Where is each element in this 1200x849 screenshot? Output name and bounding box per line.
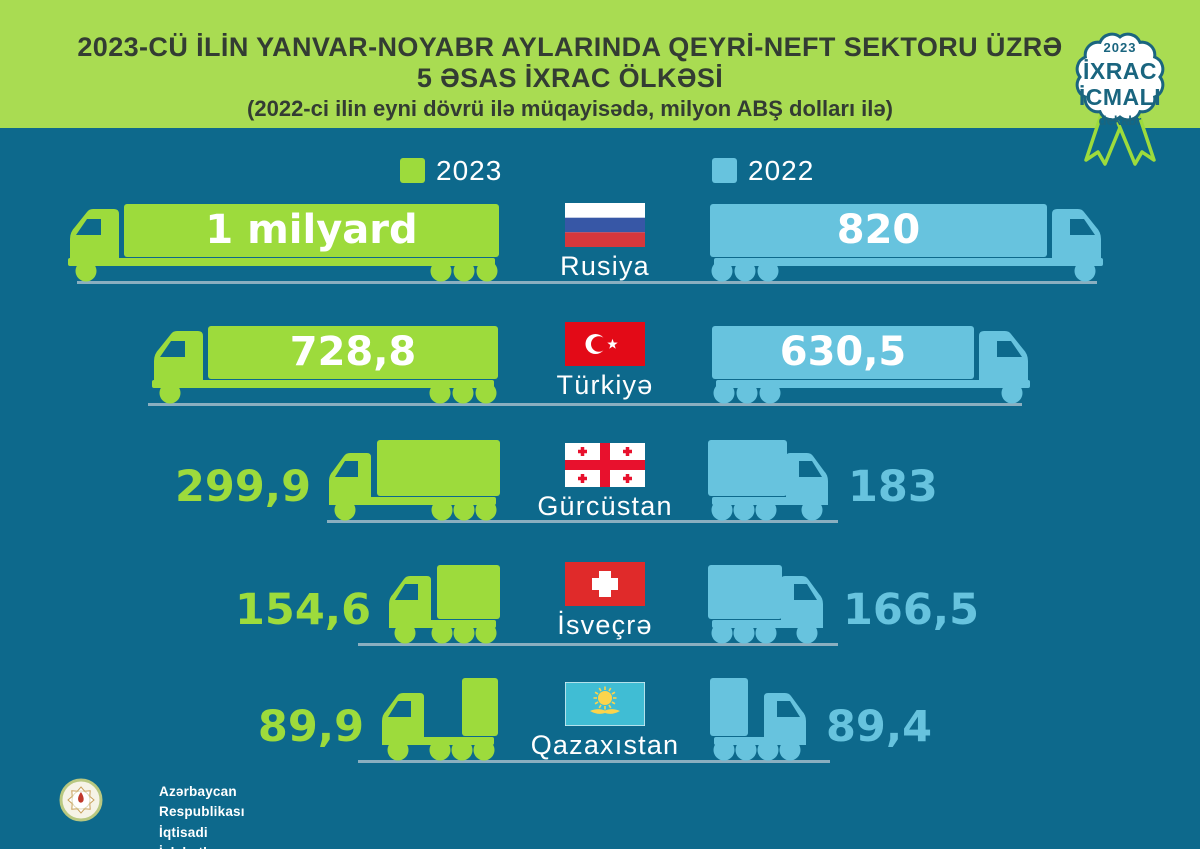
header-banner: 2023-CÜ İLİN YANVAR-NOYABR AYLARINDA QEY… xyxy=(0,0,1200,128)
badge-line1: İXRAC xyxy=(1082,58,1158,84)
organization-name: Azərbaycan Respublikası İqtisadi İslahat… xyxy=(159,782,265,849)
badge-line2: İCMALI xyxy=(1078,84,1162,110)
country-label: Rusiya xyxy=(560,251,650,281)
truck-2022-icon xyxy=(708,555,827,652)
badge-seal-icon xyxy=(1075,32,1165,166)
truck-2022-icon xyxy=(712,315,1034,412)
value-2022: 166,5 xyxy=(843,585,980,635)
legend-label-2022: 2022 xyxy=(748,155,815,186)
flag-ch-icon xyxy=(565,562,645,606)
truck-2022-icon xyxy=(710,672,810,769)
value-2022: 89,4 xyxy=(826,702,933,752)
truck-2023-icon xyxy=(325,432,500,529)
truck-2023-icon xyxy=(64,193,499,290)
badge-year: 2023 xyxy=(1103,40,1137,55)
ground-line xyxy=(77,281,1097,284)
country-label: Türkiyə xyxy=(556,370,654,400)
value-2023: 728,8 xyxy=(289,329,417,375)
page-title: 2023-CÜ İLİN YANVAR-NOYABR AYLARINDA QEY… xyxy=(77,32,1063,62)
country-label: Qazaxıstan xyxy=(530,730,680,760)
legend-swatch-2022 xyxy=(712,158,737,183)
badge-text: 2023 İXRAC İCMALI dekabr xyxy=(1040,41,1200,127)
page-subtitle: 5 ƏSAS İXRAC ÖLKƏSİ xyxy=(416,63,724,93)
organization-line1: Azərbaycan Respublikası İqtisadi İslahat… xyxy=(159,784,245,849)
flag-ge-icon xyxy=(565,443,645,487)
value-2023: 89,9 xyxy=(257,702,364,752)
value-2023: 154,6 xyxy=(234,585,371,635)
legend-swatch-2023 xyxy=(400,158,425,183)
badge-month: dekabr xyxy=(1098,113,1142,128)
flag-kz-icon xyxy=(564,681,646,727)
truck-2022-icon xyxy=(710,193,1107,290)
value-2022: 630,5 xyxy=(779,329,907,375)
country-label: İsveçrə xyxy=(557,610,653,640)
ground-line xyxy=(148,403,1022,406)
flag-tr-icon xyxy=(565,322,645,366)
value-2023: 299,9 xyxy=(174,462,311,512)
unit-note: (2022-ci ilin eyni dövrü ilə müqayisədə,… xyxy=(247,96,893,121)
truck-2023-icon xyxy=(385,555,500,652)
country-label: Gürcüstan xyxy=(537,491,673,521)
flag-ru-icon xyxy=(565,203,645,247)
azerbaijan-emblem-icon xyxy=(59,778,103,822)
ground-line xyxy=(358,760,830,763)
value-2023: 1 milyard xyxy=(205,207,418,253)
legend-label-2023: 2023 xyxy=(436,155,503,186)
ground-line xyxy=(327,520,838,523)
truck-2023-icon xyxy=(148,315,498,412)
value-2022: 820 xyxy=(836,207,921,253)
truck-2023-icon xyxy=(378,672,498,769)
truck-2022-icon xyxy=(708,432,832,529)
value-2022: 183 xyxy=(848,462,938,512)
ground-line xyxy=(358,643,838,646)
